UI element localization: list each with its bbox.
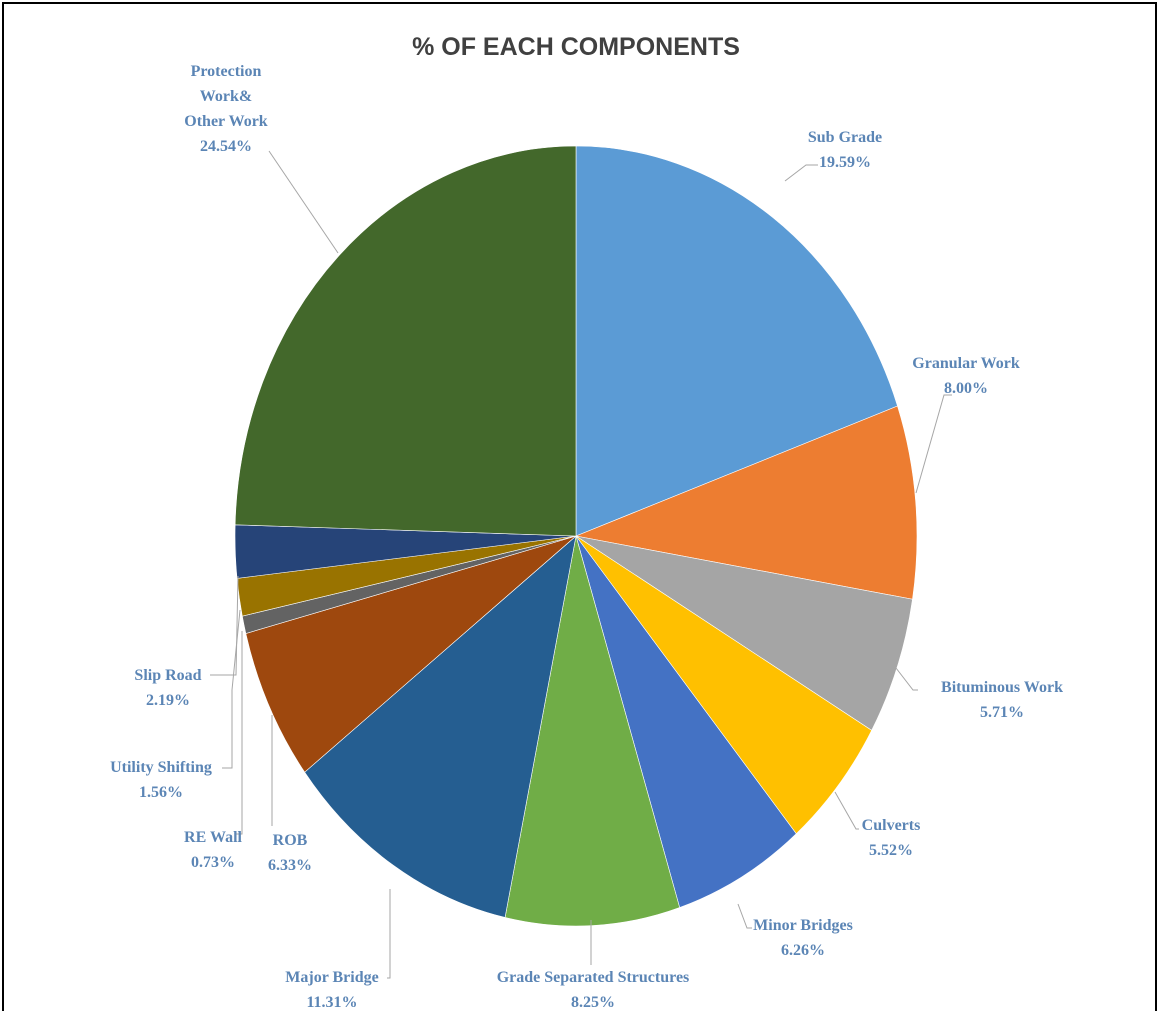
slice-value-label: 1.56% xyxy=(139,784,183,801)
slice-name-label: Slip Road xyxy=(134,667,201,684)
slice-name-label: Culverts xyxy=(862,817,921,834)
slice-value-label: 6.26% xyxy=(781,942,825,959)
leader-line xyxy=(895,667,918,691)
slice-name-label: RE Wall xyxy=(184,829,243,846)
slice-value-label: 24.54% xyxy=(200,138,252,155)
slice-name-label: Sub Grade xyxy=(808,129,882,146)
slice-name-label: Work& xyxy=(200,88,252,105)
slice-value-label: 5.52% xyxy=(869,842,913,859)
slice-value-label: 19.59% xyxy=(819,154,871,171)
slice-label: Sub Grade 19.59% xyxy=(808,129,882,171)
slice-value-label: 2.19% xyxy=(146,692,190,709)
slice-value-label: 5.71% xyxy=(980,704,1024,721)
slice-name-label: Major Bridge xyxy=(285,969,378,986)
slice-name-label: Protection xyxy=(191,63,262,80)
leaders-layer xyxy=(210,150,952,979)
labels-layer: Sub Grade 19.59% Granular Work 8.00% Bitumin… xyxy=(110,63,1063,1011)
slice-label: RE Wall 0.73% xyxy=(184,829,243,871)
leader-line xyxy=(210,575,239,676)
slice-label: Grade Separated Structures 8.25% xyxy=(497,969,690,1011)
slice-name-label: Bituminous Work xyxy=(941,679,1063,696)
pie-slice xyxy=(575,535,797,908)
slice-label: Major Bridge 11.31% xyxy=(285,969,378,1011)
leader-line xyxy=(387,889,391,979)
slice-value-label: 8.25% xyxy=(571,994,615,1011)
slice-value-label: 0.73% xyxy=(191,854,235,871)
leader-line xyxy=(784,164,818,182)
slice-label: Bituminous Work 5.71% xyxy=(941,679,1063,721)
pie-slice xyxy=(234,145,577,537)
pie-slice xyxy=(245,535,577,773)
chart-title: % OF EACH COMPONENTS xyxy=(412,33,740,61)
slice-value-label: 8.00% xyxy=(944,380,988,397)
slice-label: Protection Work&Other Work 24.54% xyxy=(184,63,268,155)
slice-label: Granular Work 8.00% xyxy=(912,355,1020,397)
slices-layer xyxy=(234,145,918,927)
slice-label: Culverts 5.52% xyxy=(862,817,921,859)
leader-line xyxy=(915,394,952,494)
slice-label: Minor Bridges 6.26% xyxy=(753,917,853,959)
pie-slice xyxy=(504,535,681,927)
slice-name-label: Other Work xyxy=(184,113,268,130)
leader-line xyxy=(834,791,859,830)
pie-slice xyxy=(575,535,913,731)
slice-label: Slip Road 2.19% xyxy=(134,667,201,709)
slice-name-label: Minor Bridges xyxy=(753,917,853,934)
slice-name-label: Grade Separated Structures xyxy=(497,969,690,986)
slice-name-label: Granular Work xyxy=(912,355,1020,372)
leader-line xyxy=(222,609,241,769)
slice-name-label: ROB xyxy=(273,832,308,849)
slice-name-label: Utility Shifting xyxy=(110,759,212,776)
leader-line xyxy=(268,150,339,254)
slice-label: ROB 6.33% xyxy=(268,832,312,874)
pie-slice xyxy=(574,405,918,600)
leader-line xyxy=(236,631,243,835)
pie-slice xyxy=(304,535,577,918)
pie-slice xyxy=(575,535,873,835)
slice-value-label: 6.33% xyxy=(268,857,312,874)
leader-line xyxy=(737,903,752,929)
slice-value-label: 11.31% xyxy=(306,994,357,1011)
slice-label: Utility Shifting 1.56% xyxy=(110,759,212,801)
